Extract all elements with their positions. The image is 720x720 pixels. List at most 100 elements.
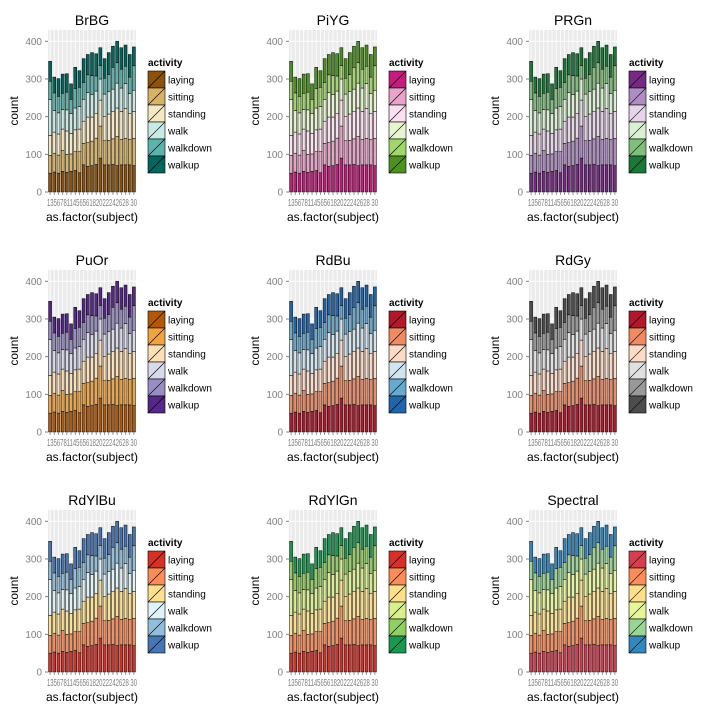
bar-segment (546, 331, 550, 351)
bar-segment (111, 351, 115, 380)
bar-segment (94, 593, 98, 619)
bar-segment (301, 313, 306, 334)
bar-segment (579, 157, 584, 193)
bar-segment (558, 346, 563, 370)
bar-segment (335, 113, 339, 139)
bar-segment (588, 380, 592, 406)
bar-segment (306, 610, 310, 635)
bar-segment (69, 633, 73, 652)
y-tick-label: 0 (517, 188, 523, 199)
bar-segment (360, 591, 365, 620)
bar-segment (575, 164, 579, 193)
bar-segment (575, 404, 579, 433)
bar-segment (364, 323, 369, 349)
bar-segment (94, 164, 98, 193)
bar-segment (364, 108, 369, 139)
bar-segment (554, 170, 558, 193)
bar-segment (86, 142, 90, 167)
bar-segment (107, 52, 111, 75)
bar-segment (537, 112, 542, 135)
bar-segment (529, 375, 533, 396)
bar-segment (310, 373, 314, 395)
bar-segment (65, 73, 69, 93)
x-axis-title: as.factor(subject) (46, 450, 138, 464)
bar-segment (533, 332, 538, 351)
bar-segment (65, 313, 69, 333)
bar-segment (550, 323, 554, 340)
y-axis-title: count (248, 96, 262, 126)
bar-segment (48, 155, 52, 174)
bar-segment (48, 615, 52, 636)
bar-segment (608, 294, 613, 318)
bar-segment (567, 92, 571, 118)
bar-segment (562, 538, 567, 563)
bar-segment (81, 164, 86, 193)
bar-segment (306, 370, 310, 395)
facet-panel: RdYlBu 0 100 200 300 400 135678114565618202224… (7, 492, 212, 704)
bar-segment (301, 573, 306, 590)
bar-segment (541, 73, 546, 94)
bar-segment (364, 378, 369, 406)
bar-segment (301, 589, 306, 610)
bar-segment (132, 305, 136, 331)
bar-segment (583, 538, 588, 559)
bar-segment (352, 164, 356, 193)
y-tick-label: 0 (36, 428, 42, 439)
bar-segment (562, 404, 567, 433)
bar-segment (529, 395, 533, 414)
bar-segment (575, 644, 579, 673)
bar-segment (127, 644, 132, 673)
bar-segment (127, 379, 132, 406)
bar-segment (352, 404, 356, 433)
bar-segment (94, 555, 98, 572)
bar-segment (360, 404, 365, 433)
bar-segment (48, 579, 52, 616)
bar-segment (81, 99, 86, 122)
bar-segment (546, 73, 550, 93)
bar-segment (318, 586, 323, 610)
bar-segment (373, 526, 377, 547)
bar-segment (608, 139, 613, 166)
y-tick-label: 200 (266, 592, 283, 603)
bar-segment (364, 83, 369, 109)
legend-label: standing (649, 110, 687, 121)
bar-segment (533, 371, 538, 394)
bar-segment (604, 545, 609, 564)
bar-segment (343, 116, 348, 142)
legend-title: activity (629, 538, 664, 549)
bar-segment (339, 579, 344, 607)
bar-segment (102, 356, 107, 382)
bar-segment (293, 76, 298, 94)
bar-segment (132, 405, 136, 433)
bar-segment (360, 308, 365, 329)
bar-segment (343, 380, 348, 406)
bar-segment (52, 171, 57, 193)
bar-segment (541, 128, 546, 151)
y-tick-label: 200 (266, 112, 283, 123)
bar-segment (318, 172, 323, 193)
bar-segment (86, 596, 90, 623)
bar-segment (368, 619, 373, 646)
bar-segment (600, 287, 605, 310)
panel-title: RdYlBu (68, 492, 115, 508)
bar-segment (575, 533, 579, 557)
bar-segment (373, 330, 377, 352)
bar-segment (579, 99, 584, 127)
bar-segment (562, 579, 567, 602)
bar-segment (60, 390, 65, 412)
bar-segment (335, 570, 339, 594)
bar-segment (373, 378, 377, 406)
bar-segment (348, 532, 352, 555)
legend-label: walkdown (408, 624, 453, 635)
bar-segment (73, 347, 77, 371)
bar-segment (592, 644, 596, 673)
bar-segment (322, 404, 327, 433)
bar-segment (348, 331, 352, 355)
bar-segment (48, 541, 52, 562)
bar-segment (69, 579, 73, 594)
bar-segment (608, 54, 613, 78)
facet-panel: Spectral 0 100 200 300 400 1356781145656182022… (488, 492, 693, 704)
x-axis-title: as.factor(subject) (46, 690, 138, 704)
bar-segment (608, 379, 613, 406)
bar-segment (77, 310, 82, 328)
